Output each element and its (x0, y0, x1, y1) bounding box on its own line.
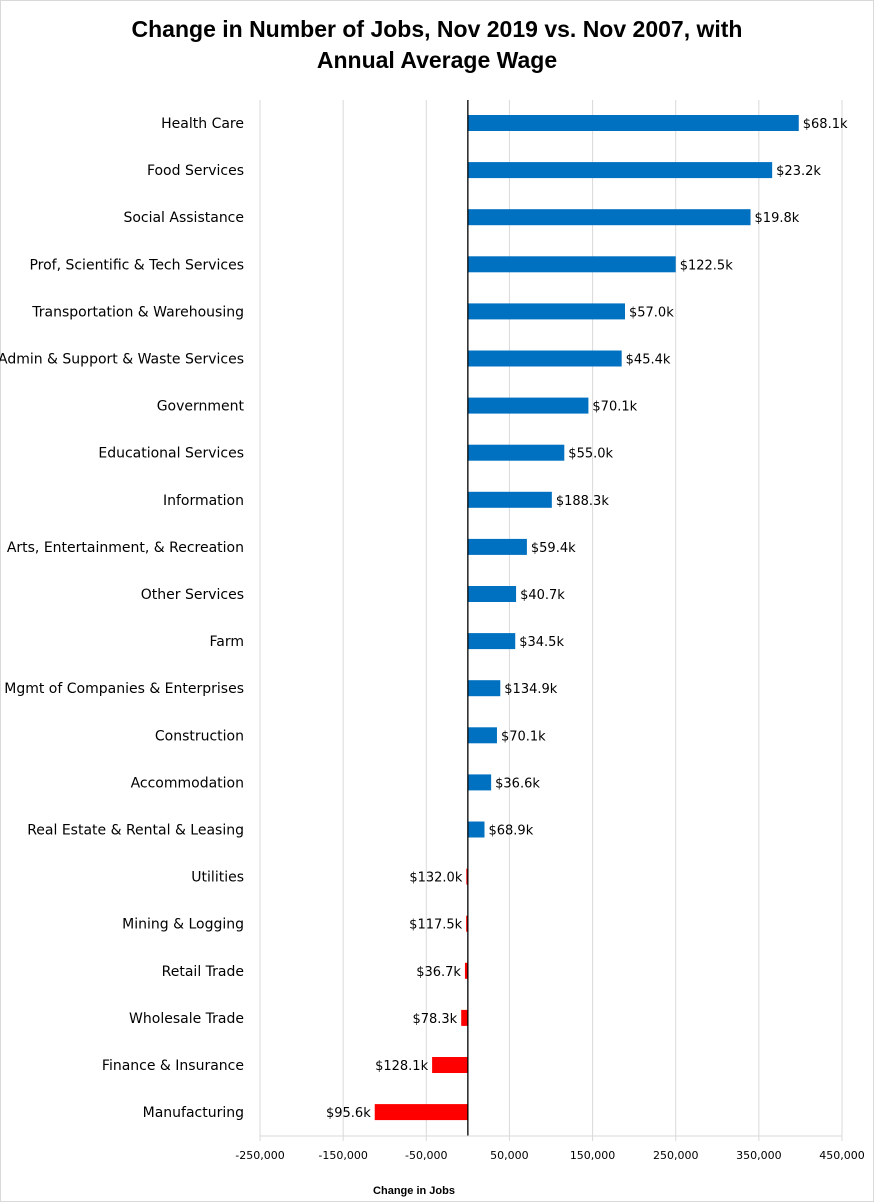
bar (467, 586, 517, 602)
bar (467, 256, 676, 273)
bar (432, 1057, 468, 1073)
data-label: $188.3k (556, 494, 609, 509)
chart-title-line-2: Annual Average Wage (316, 47, 558, 73)
data-label: $117.5k (409, 918, 462, 933)
category-label: Social Assistance (123, 210, 244, 226)
data-label: $95.6k (326, 1106, 371, 1121)
data-label: $128.1k (375, 1059, 428, 1074)
category-label: Farm (210, 634, 245, 650)
bar (461, 1009, 468, 1026)
category-label: Information (163, 493, 244, 509)
category-label: Retail Trade (162, 964, 244, 980)
x-tick-label: -250,000 (235, 1149, 284, 1162)
data-label: $70.1k (501, 729, 546, 744)
data-label: $36.6k (495, 776, 540, 791)
category-label: Prof, Scientific & Tech Services (29, 257, 244, 273)
data-label: $132.0k (409, 871, 462, 886)
chart-title: Change in Number of Jobs, Nov 2019 vs. N… (0, 14, 874, 76)
bar (467, 209, 751, 226)
data-label: $70.1k (592, 400, 637, 415)
category-label: Government (157, 399, 245, 415)
data-label: $68.9k (488, 824, 533, 839)
x-tick-label: 350,000 (736, 1149, 782, 1162)
category-label: Admin & Support & Waste Services (0, 352, 244, 368)
bar (466, 915, 468, 932)
category-label: Accommodation (131, 775, 244, 791)
data-label: $36.7k (416, 965, 461, 980)
category-label: Arts, Entertainment, & Recreation (7, 540, 244, 556)
data-label: $122.5k (680, 258, 733, 273)
category-label: Construction (155, 728, 244, 744)
bar (467, 727, 497, 744)
x-axis: -250,000 -150,000 -50,000 50,000 150,000 250,… (235, 1135, 865, 1162)
category-label: Real Estate & Rental & Leasing (27, 823, 244, 839)
bar (467, 633, 516, 650)
category-label: Finance & Insurance (102, 1058, 244, 1074)
category-labels: Health Care Food Services Social Assistanc… (0, 116, 245, 1121)
bar (467, 115, 799, 131)
gridlines (259, 100, 843, 1136)
bar (467, 680, 501, 697)
data-label: $19.8k (755, 211, 800, 226)
bar (467, 491, 552, 508)
bar (374, 1104, 468, 1121)
category-label: Food Services (147, 163, 244, 179)
data-label: $57.0k (629, 305, 674, 320)
category-label: Transportation & Warehousing (31, 304, 244, 320)
bar (467, 444, 565, 461)
category-label: Health Care (161, 116, 244, 132)
data-label: $59.4k (531, 541, 576, 556)
bar (464, 962, 468, 979)
data-label: $78.3k (412, 1012, 457, 1027)
x-tick-label: -150,000 (318, 1149, 367, 1162)
x-tick-label: -50,000 (405, 1149, 447, 1162)
x-tick-label: 50,000 (490, 1149, 529, 1162)
bars (374, 115, 799, 1121)
data-label: $68.1k (803, 117, 848, 132)
x-axis-title: Change in Jobs (373, 1185, 455, 1197)
bar (467, 162, 773, 179)
data-label: $55.0k (568, 447, 613, 462)
bar (467, 303, 625, 320)
data-labels: $68.1k $23.2k $19.8k $122.5k $57.0k $45.4k $70… (326, 117, 848, 1121)
chart-title-line-1: Change in Number of Jobs, Nov 2019 vs. N… (131, 16, 743, 42)
data-label: $23.2k (776, 164, 821, 179)
x-tick-label: 250,000 (653, 1149, 699, 1162)
bar (466, 868, 468, 885)
bar (467, 821, 485, 838)
bar (467, 350, 622, 367)
data-label: $40.7k (520, 588, 565, 603)
data-label: $134.9k (504, 682, 557, 697)
category-label: Manufacturing (143, 1105, 244, 1121)
data-label: $45.4k (626, 353, 671, 368)
category-label: Utilities (191, 870, 244, 886)
category-label: Mgmt of Companies & Enterprises (4, 681, 244, 697)
bar (467, 538, 527, 555)
category-label: Mining & Logging (122, 917, 244, 933)
category-label: Wholesale Trade (129, 1011, 244, 1027)
bar (467, 397, 589, 414)
category-label: Educational Services (98, 446, 244, 462)
category-label: Other Services (141, 587, 244, 603)
x-tick-label: 450,000 (819, 1149, 865, 1162)
bar (467, 774, 492, 791)
x-tick-label: 150,000 (570, 1149, 616, 1162)
data-label: $34.5k (519, 635, 564, 650)
